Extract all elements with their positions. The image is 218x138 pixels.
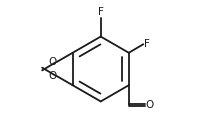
Text: O: O xyxy=(49,57,57,67)
Text: F: F xyxy=(98,7,104,17)
Text: O: O xyxy=(145,100,154,110)
Text: O: O xyxy=(49,71,57,81)
Text: F: F xyxy=(144,39,150,49)
